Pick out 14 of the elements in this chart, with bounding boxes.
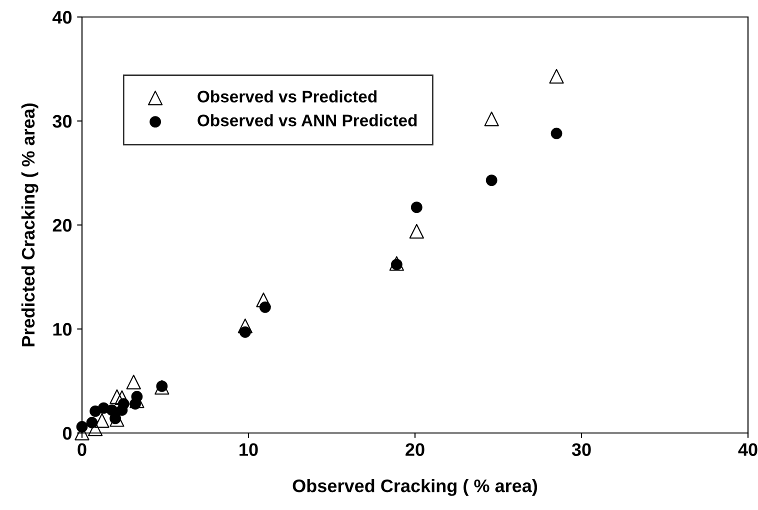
- y-tick-label: 30: [52, 114, 72, 128]
- legend-label: Observed vs Predicted: [198, 90, 377, 102]
- y-tick-label: 0: [62, 426, 72, 440]
- y-tick-label: 40: [52, 10, 72, 24]
- y-tick-label: 10: [53, 322, 72, 336]
- y-tick-label: 20: [52, 218, 72, 232]
- x-tick-label: 10: [240, 443, 258, 456]
- y-axis-title: Predicted Cracking ( % area): [21, 103, 38, 346]
- x-tick-label: 20: [406, 443, 424, 456]
- legend-label: Observed vs ANN Predicted: [198, 114, 417, 126]
- x-tick-label: 40: [738, 443, 758, 456]
- x-tick-label: 30: [572, 443, 591, 456]
- x-tick-label: 0: [78, 443, 86, 456]
- x-axis-title: Observed Cracking ( % area): [292, 479, 538, 496]
